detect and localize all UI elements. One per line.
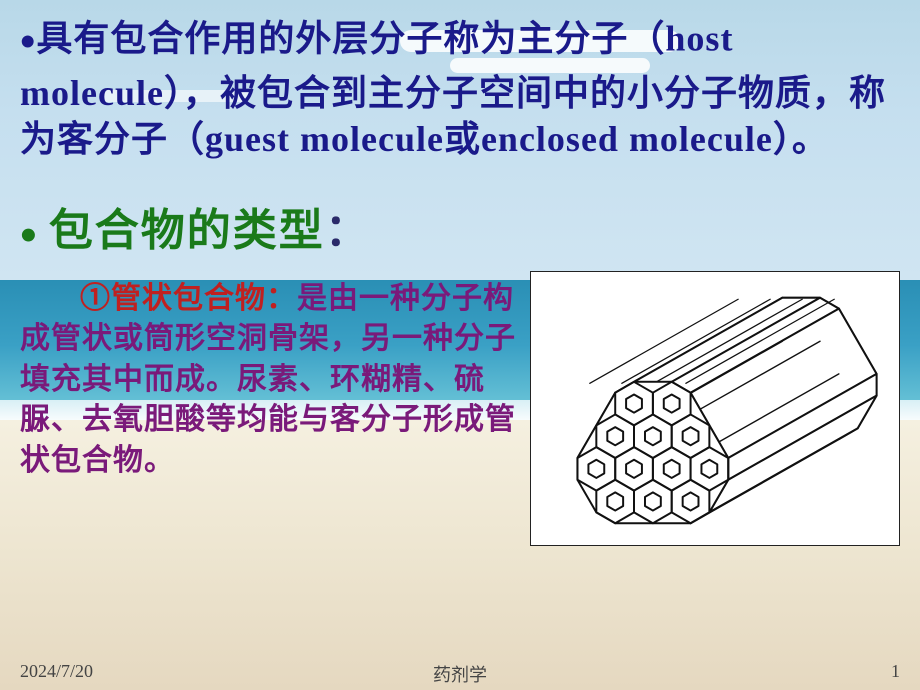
lower-row: ①管状包合物：是由一种分子构成管状或筒形空洞骨架，另一种分子填充其中而成。尿素、… [20, 279, 900, 546]
slide-content: •具有包合作用的外层分子称为主分子（host molecule），被包合到主分子… [0, 0, 920, 690]
type-description-paragraph: ①管状包合物：是由一种分子构成管状或筒形空洞骨架，另一种分子填充其中而成。尿素、… [20, 279, 520, 482]
bullet-icon: • [20, 208, 39, 263]
heading-colon: ： [325, 206, 371, 255]
tubular-compound-diagram [530, 271, 900, 546]
type-term: ①管状包合物： [80, 282, 297, 315]
bullet-icon: • [20, 17, 36, 66]
section-heading-text: 包合物的类型 [49, 206, 325, 255]
definition-text: 具有包合作用的外层分子称为主分子（host molecule），被包合到主分子空… [20, 18, 886, 159]
definition-paragraph: •具有包合作用的外层分子称为主分子（host molecule），被包合到主分子… [20, 14, 900, 162]
section-heading: •包合物的类型： [20, 194, 900, 262]
hexagon-tubes-svg [537, 282, 893, 539]
